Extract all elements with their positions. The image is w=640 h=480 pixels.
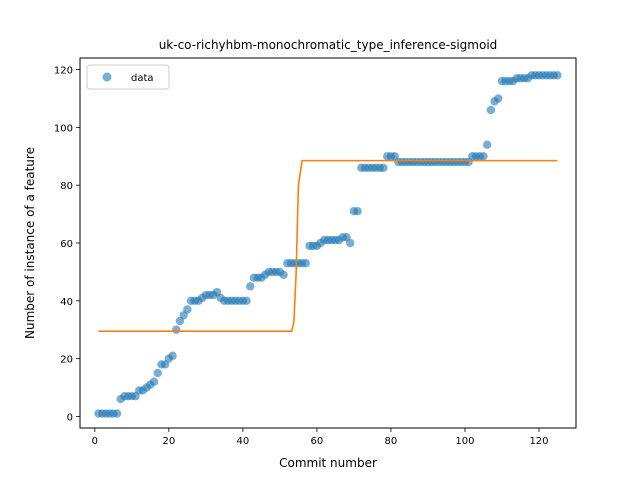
axis-ticks: 0 20 40 60 80 100 120 0 20 40 60 80 100 120 (54, 66, 549, 447)
data-point (479, 152, 488, 161)
data-point (279, 270, 288, 279)
data-point (149, 377, 159, 386)
chart-title: uk-co-richyhbm-monochromatic_type_infere… (159, 38, 498, 52)
legend-label-data: data (131, 73, 154, 84)
data-point (486, 105, 496, 115)
y-axis-label: Number of instance of a feature (23, 147, 37, 339)
x-tick-label: 0 (92, 436, 98, 447)
y-tick-label: 120 (54, 66, 73, 77)
data-point (379, 163, 388, 173)
y-tick-label: 100 (54, 123, 73, 134)
data-point (346, 238, 355, 248)
y-tick-label: 20 (60, 355, 73, 366)
x-axis-label: Commit number (279, 456, 377, 470)
data-point (246, 282, 255, 291)
data-point (553, 71, 562, 80)
data-point (168, 351, 177, 360)
data-point (183, 305, 192, 314)
data-point (172, 325, 181, 334)
y-tick-label: 80 (60, 181, 73, 192)
x-tick-label: 60 (311, 436, 324, 447)
x-tick-label: 100 (455, 436, 474, 447)
x-tick-label: 120 (529, 436, 548, 447)
legend: data (86, 64, 170, 90)
legend-box (86, 64, 170, 90)
y-tick-label: 60 (60, 239, 73, 250)
plot-marks (94, 71, 562, 418)
data-point (353, 207, 362, 216)
data-point (112, 409, 122, 418)
x-tick-label: 20 (162, 436, 175, 447)
data-point (494, 94, 503, 103)
x-tick-label: 40 (236, 436, 249, 447)
x-tick-label: 80 (385, 436, 398, 447)
data-point (482, 140, 492, 149)
legend-marker (102, 72, 112, 82)
data-point (242, 296, 251, 306)
y-tick-label: 40 (60, 297, 73, 308)
data-point (301, 259, 310, 268)
y-tick-label: 0 (67, 412, 73, 423)
sigmoid-fit-line (98, 159, 558, 332)
data-point (153, 368, 162, 378)
